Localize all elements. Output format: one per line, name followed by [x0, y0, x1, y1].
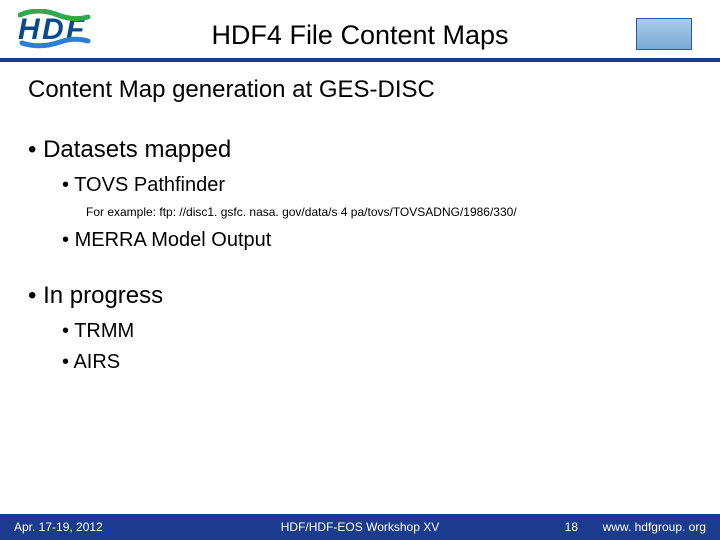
- bullet-list-level1: Datasets mapped TOVS Pathfinder For exam…: [28, 136, 692, 252]
- slide-header: H D F HDF4 File Content Maps: [0, 0, 720, 62]
- list-item-text: TRMM: [62, 320, 134, 342]
- list-item: AIRS: [62, 351, 692, 374]
- list-item: TOVS Pathfinder: [62, 174, 692, 197]
- bullet-list-level1: In progress TRMM AIRS: [28, 282, 692, 374]
- list-item: TRMM: [62, 320, 692, 343]
- list-item: MERRA Model Output: [62, 229, 692, 252]
- list-item: In progress TRMM AIRS: [28, 282, 692, 374]
- slide-number-box: [636, 18, 692, 50]
- footer-page-number: 18: [565, 520, 578, 534]
- bullet-list-level2: TOVS Pathfinder: [62, 174, 692, 197]
- slide-subtitle: Content Map generation at GES-DISC: [28, 76, 692, 104]
- list-item-text: TOVS Pathfinder: [62, 174, 225, 196]
- list-item-text: AIRS: [62, 351, 120, 373]
- example-text: For example: ftp: //disc1. gsfc. nasa. g…: [86, 205, 692, 219]
- slide-title: HDF4 File Content Maps: [0, 20, 720, 51]
- list-item: Datasets mapped TOVS Pathfinder For exam…: [28, 136, 692, 252]
- list-item-text: Datasets mapped: [28, 136, 231, 163]
- slide-body: Content Map generation at GES-DISC Datas…: [0, 62, 720, 374]
- bullet-list-level2: TRMM AIRS: [62, 320, 692, 374]
- list-item-text: MERRA Model Output: [62, 229, 271, 251]
- list-item-text: In progress: [28, 282, 163, 309]
- bullet-list-level2: MERRA Model Output: [62, 229, 692, 252]
- slide-footer: Apr. 17-19, 2012 HDF/HDF-EOS Workshop XV…: [0, 514, 720, 540]
- footer-url: www. hdfgroup. org: [603, 520, 706, 534]
